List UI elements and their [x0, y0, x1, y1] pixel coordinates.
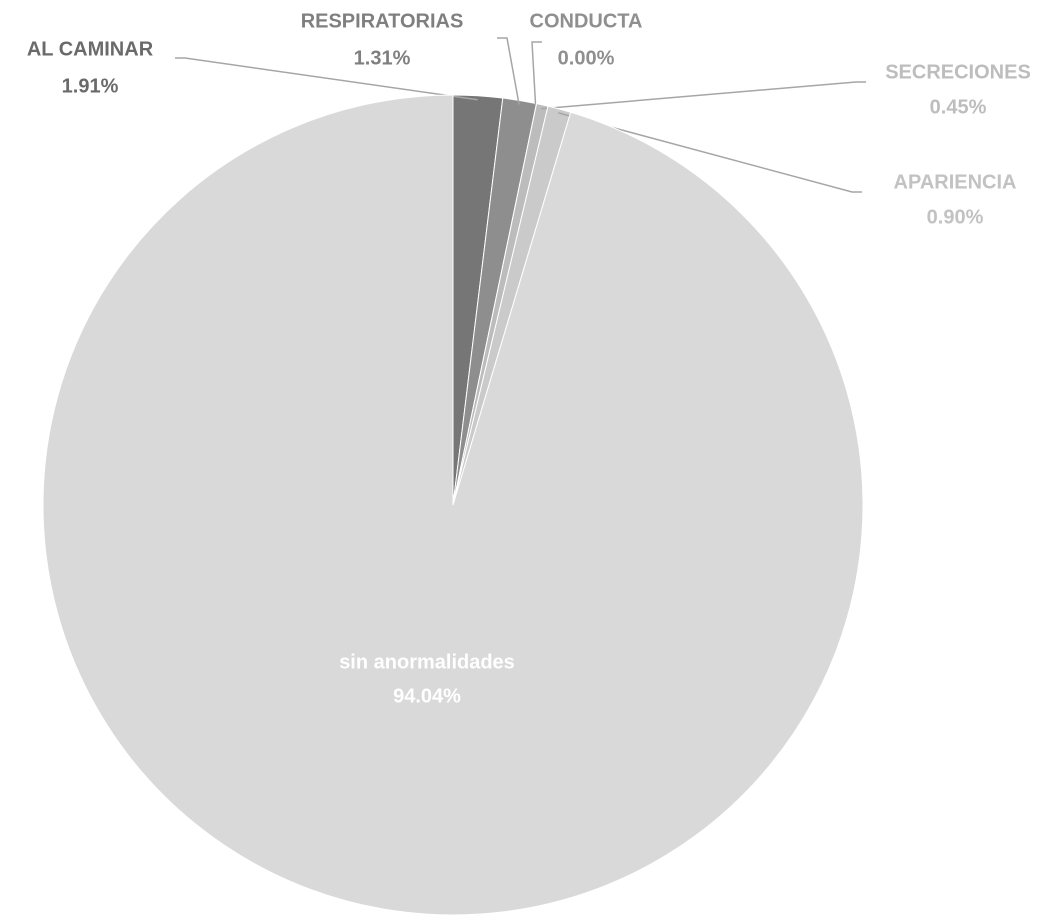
slice-label: AL CAMINAR — [27, 38, 154, 60]
slice-value-label: 0.00% — [558, 47, 615, 69]
leader-line — [531, 41, 542, 108]
slice-value-label: 0.90% — [927, 206, 984, 228]
slice-label: SECRECIONES — [885, 61, 1031, 83]
slice-label: APARIENCIA — [894, 171, 1017, 193]
leader-line — [558, 112, 862, 193]
slice-value-label: 1.31% — [354, 47, 411, 69]
leader-line — [175, 57, 478, 101]
leader-line — [497, 37, 520, 105]
slice-label: sin anormalidades — [339, 651, 515, 673]
slice-value-label: 1.91% — [62, 75, 119, 97]
slice-value-label: 94.04% — [393, 685, 461, 707]
pie-slice — [42, 94, 864, 916]
slice-label: RESPIRATORIAS — [301, 10, 464, 32]
slice-value-label: 0.45% — [930, 96, 987, 118]
slice-label: CONDUCTA — [530, 10, 643, 32]
leader-line — [541, 81, 866, 110]
